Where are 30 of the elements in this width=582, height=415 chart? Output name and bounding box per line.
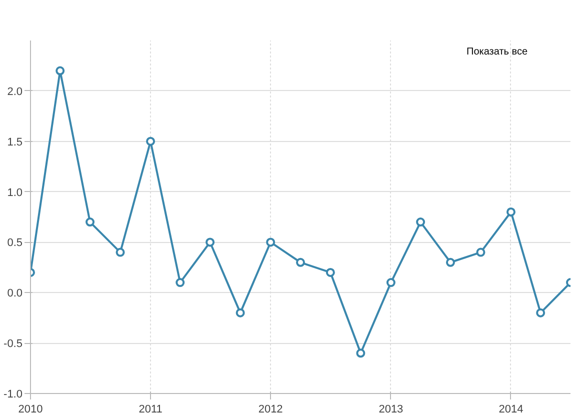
- y-tick-label: 1.5: [7, 136, 23, 148]
- y-tick-label: 0.0: [7, 288, 23, 300]
- y-tick-label: 1.0: [7, 186, 23, 199]
- y-tick-label: 0.5: [7, 237, 23, 250]
- x-tick-label: 2014: [498, 404, 524, 415]
- y-tick-label: -1.0: [4, 388, 23, 400]
- point: [476, 248, 486, 257]
- point: [86, 218, 95, 227]
- point: [386, 278, 396, 288]
- point: [446, 258, 455, 267]
- point: [176, 278, 185, 288]
- point: [506, 207, 516, 216]
- point: [116, 248, 125, 257]
- y-tick-label: -0.5: [4, 338, 23, 350]
- x-tick-label: 2011: [138, 404, 162, 415]
- annotation: Показать все: [466, 46, 528, 58]
- point: [56, 66, 65, 76]
- point: [146, 136, 156, 146]
- point: [356, 348, 366, 358]
- x-tick-label: 2010: [18, 404, 43, 415]
- point: [326, 268, 335, 277]
- y-tick-label: 2.0: [7, 86, 23, 98]
- point: [266, 238, 276, 247]
- x-tick-label: 2013: [378, 404, 404, 415]
- point: [536, 308, 546, 318]
- x-tick-label: 2012: [258, 404, 283, 415]
- point: [416, 218, 426, 227]
- point: [236, 308, 245, 318]
- point: [296, 258, 305, 267]
- point: [206, 238, 215, 247]
